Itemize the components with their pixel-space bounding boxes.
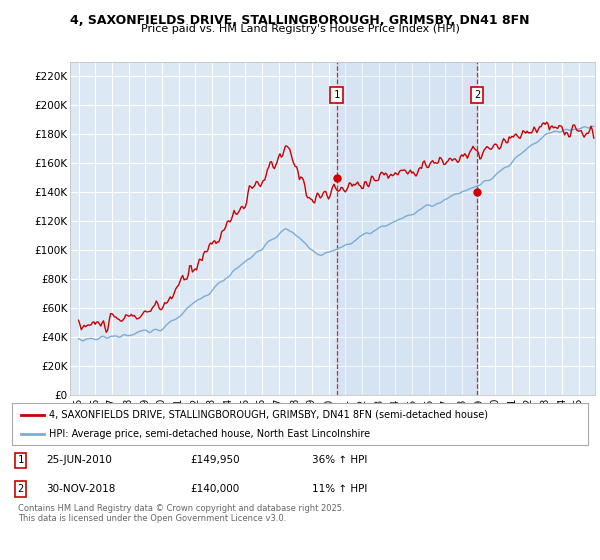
Text: Price paid vs. HM Land Registry's House Price Index (HPI): Price paid vs. HM Land Registry's House …	[140, 24, 460, 34]
Text: 11% ↑ HPI: 11% ↑ HPI	[311, 484, 367, 494]
Text: 4, SAXONFIELDS DRIVE, STALLINGBOROUGH, GRIMSBY, DN41 8FN: 4, SAXONFIELDS DRIVE, STALLINGBOROUGH, G…	[70, 14, 530, 27]
Text: Contains HM Land Registry data © Crown copyright and database right 2025.
This d: Contains HM Land Registry data © Crown c…	[18, 504, 344, 524]
Text: £140,000: £140,000	[191, 484, 240, 494]
Text: 1: 1	[334, 90, 340, 100]
Text: 2: 2	[17, 484, 24, 494]
Text: 4, SAXONFIELDS DRIVE, STALLINGBOROUGH, GRIMSBY, DN41 8FN (semi-detached house): 4, SAXONFIELDS DRIVE, STALLINGBOROUGH, G…	[49, 409, 488, 419]
Text: 1: 1	[17, 455, 24, 465]
Text: 25-JUN-2010: 25-JUN-2010	[47, 455, 112, 465]
Text: 36% ↑ HPI: 36% ↑ HPI	[311, 455, 367, 465]
Text: £149,950: £149,950	[191, 455, 240, 465]
Bar	[337, 62, 477, 395]
Text: 30-NOV-2018: 30-NOV-2018	[47, 484, 116, 494]
Text: HPI: Average price, semi-detached house, North East Lincolnshire: HPI: Average price, semi-detached house,…	[49, 429, 371, 439]
Text: 2: 2	[474, 90, 481, 100]
